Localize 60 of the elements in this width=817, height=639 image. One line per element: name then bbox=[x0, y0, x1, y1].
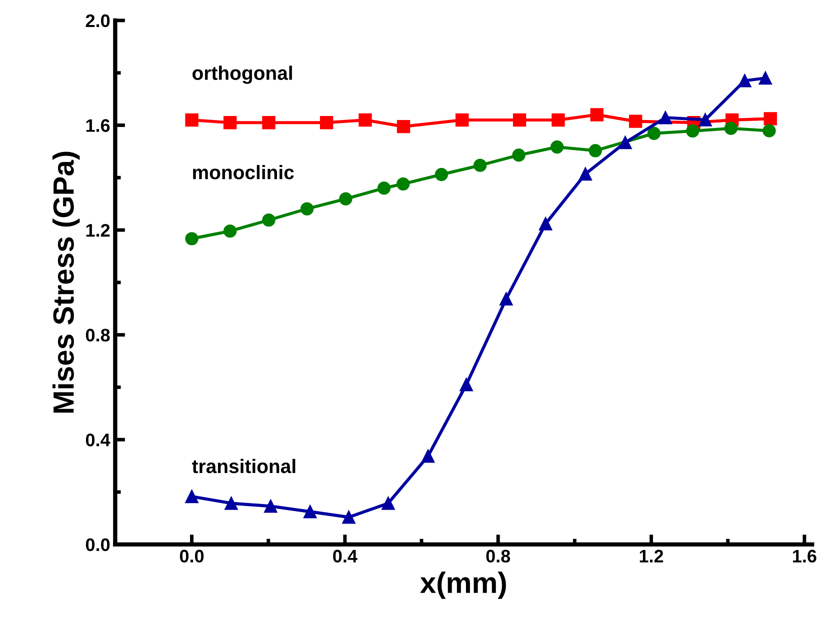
x-axis-title: x(mm) bbox=[420, 572, 506, 599]
point bbox=[421, 450, 435, 463]
series-label: monoclinic bbox=[193, 165, 294, 180]
point bbox=[647, 126, 661, 140]
series-label: transitional bbox=[192, 458, 296, 474]
point bbox=[223, 224, 237, 238]
point bbox=[512, 113, 526, 127]
point bbox=[758, 71, 772, 85]
point bbox=[724, 122, 738, 135]
point bbox=[588, 144, 602, 158]
point bbox=[578, 167, 592, 181]
point bbox=[500, 292, 513, 306]
series-label: orthogonal bbox=[192, 66, 292, 84]
x-tick-label: 1.6 bbox=[793, 550, 816, 563]
x-tick-label: 0.8 bbox=[486, 550, 510, 563]
y-axis-title: Mises Stress (GPa) bbox=[52, 152, 80, 413]
point bbox=[698, 113, 712, 126]
point bbox=[590, 108, 604, 122]
point bbox=[538, 217, 552, 230]
y-tick-label: 2.0 bbox=[86, 14, 110, 28]
point bbox=[764, 112, 777, 126]
x-tick-label: 0.4 bbox=[333, 550, 358, 563]
point bbox=[686, 124, 700, 138]
point bbox=[396, 177, 410, 191]
point bbox=[342, 510, 356, 524]
x-tick-label: 0.0 bbox=[180, 550, 204, 563]
point bbox=[304, 505, 317, 518]
point bbox=[460, 378, 473, 392]
point bbox=[223, 116, 237, 130]
x-tick-label: 1.2 bbox=[640, 550, 664, 562]
point bbox=[377, 182, 391, 195]
y-tick-label: 1.6 bbox=[86, 119, 110, 132]
point bbox=[185, 113, 198, 127]
point bbox=[474, 158, 487, 172]
point bbox=[456, 113, 469, 127]
point bbox=[762, 124, 776, 138]
point bbox=[628, 114, 642, 128]
point bbox=[185, 232, 198, 246]
point bbox=[264, 500, 278, 513]
point bbox=[339, 192, 352, 206]
point bbox=[434, 168, 448, 182]
point bbox=[185, 490, 198, 504]
point bbox=[550, 140, 564, 154]
y-tick-label: 1.2 bbox=[86, 224, 110, 237]
point bbox=[512, 148, 526, 162]
point bbox=[396, 120, 410, 134]
y-tick-label: 0.0 bbox=[86, 538, 110, 552]
point bbox=[224, 496, 238, 510]
point bbox=[262, 116, 276, 130]
point bbox=[618, 136, 632, 150]
point bbox=[358, 113, 372, 127]
point bbox=[738, 74, 752, 88]
point bbox=[382, 496, 395, 510]
point bbox=[300, 202, 314, 216]
point bbox=[320, 116, 334, 130]
point bbox=[262, 213, 276, 227]
y-tick-label: 0.8 bbox=[86, 328, 110, 342]
point bbox=[552, 113, 565, 127]
point bbox=[658, 111, 672, 124]
y-tick-label: 0.4 bbox=[86, 434, 110, 446]
